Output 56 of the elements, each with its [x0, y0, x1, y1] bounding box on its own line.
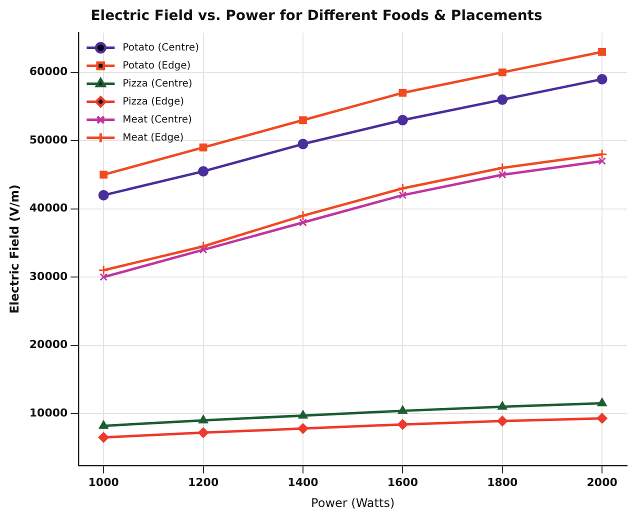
point: [98, 420, 108, 429]
point: [497, 94, 508, 105]
x-tick-label: 1600: [387, 476, 418, 489]
point: [398, 191, 407, 200]
x-tick-label: 1000: [88, 476, 120, 489]
point: [298, 410, 308, 419]
point: [498, 401, 508, 410]
legend-label: Pizza (Centre): [122, 78, 192, 90]
x-tick-label: 2000: [586, 476, 618, 489]
point: [498, 68, 506, 76]
chart-title: Electric Field vs. Power for Different Foods & Placements: [90, 8, 542, 24]
point: [598, 157, 606, 166]
point: [298, 138, 308, 150]
point: [596, 74, 608, 84]
x-tick-label: 1800: [487, 476, 518, 489]
y-tick-label: 20000: [29, 338, 68, 352]
legend-label: Meat (Edge): [122, 132, 184, 144]
y-tick-label: 30000: [29, 270, 68, 283]
y-tick-label: 40000: [29, 202, 68, 215]
point: [598, 48, 606, 56]
point: [397, 183, 408, 194]
point: [98, 265, 109, 276]
x-tick-label: 1200: [188, 476, 219, 489]
point: [597, 398, 607, 406]
point: [100, 170, 108, 179]
point: [199, 144, 208, 152]
point: [100, 273, 108, 282]
x-tick-label: 1400: [288, 476, 319, 489]
y-tick-label: 60000: [29, 65, 68, 78]
legend-label: Potato (Centre): [122, 42, 200, 54]
point: [398, 88, 407, 97]
y-axis-title: Electric Field (V/m): [7, 184, 22, 314]
point: [98, 190, 109, 200]
point: [198, 427, 209, 438]
point: [498, 170, 506, 179]
point: [299, 116, 307, 124]
point: [397, 419, 408, 430]
point: [596, 413, 608, 424]
legend-label: Meat (Centre): [122, 114, 192, 126]
point: [299, 218, 307, 226]
legend-label: Potato (Edge): [122, 60, 191, 72]
point: [397, 114, 408, 126]
point: [98, 432, 109, 443]
legend-label: Pizza (Edge): [122, 96, 184, 108]
point: [199, 246, 208, 254]
point: [497, 162, 508, 174]
point: [198, 166, 209, 177]
y-tick-label: 10000: [29, 406, 68, 420]
point: [497, 416, 508, 426]
point: [596, 149, 608, 160]
point: [298, 210, 308, 221]
x-axis-title: Power (Watts): [311, 496, 395, 510]
y-tick-label: 50000: [29, 133, 68, 146]
point: [198, 415, 208, 424]
point: [298, 423, 308, 434]
point: [398, 406, 408, 414]
